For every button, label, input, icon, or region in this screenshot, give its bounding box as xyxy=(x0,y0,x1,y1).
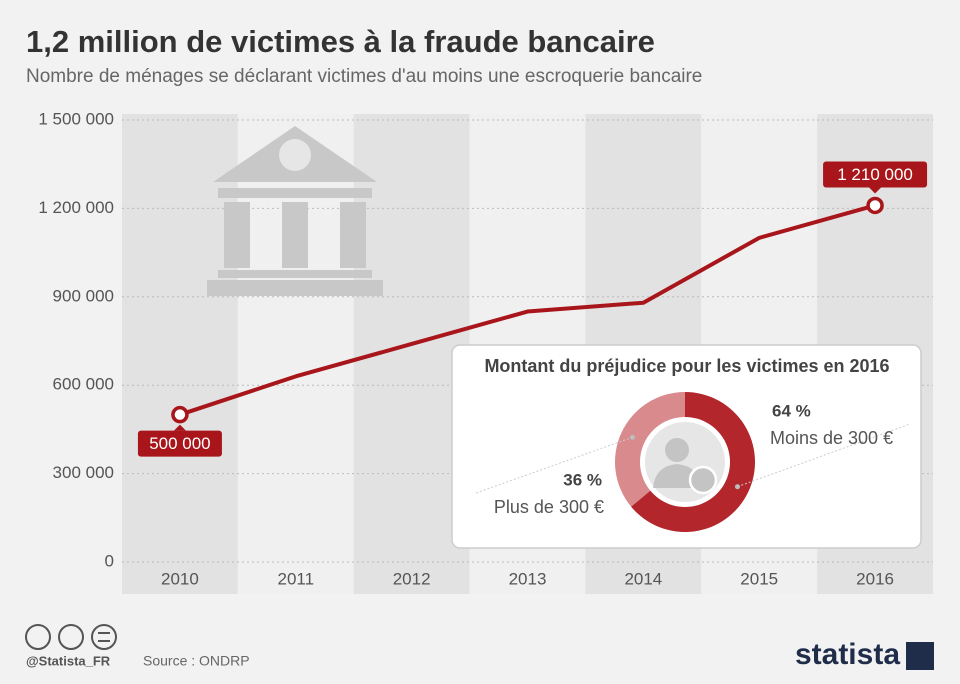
point-marker xyxy=(866,196,884,215)
brand: statista xyxy=(795,638,900,671)
y-tick-label: 1 200 000 xyxy=(38,198,114,217)
base xyxy=(207,280,383,296)
x-tick-label: 2013 xyxy=(509,569,547,588)
column-band xyxy=(237,114,354,594)
slice-value-label: 36 % xyxy=(563,470,602,489)
value-label: 1 210 000 xyxy=(837,165,913,184)
point-marker xyxy=(171,405,189,424)
value-label-box xyxy=(823,161,928,188)
euro-coin xyxy=(688,465,718,495)
y-tick-label: 300 000 xyxy=(53,463,114,482)
y-tick-label: 0 xyxy=(105,551,114,570)
inset-title: Montant du préjudice pour les victimes e… xyxy=(484,356,889,376)
handle: @Statista_FR xyxy=(26,653,111,668)
y-tick-label: 600 000 xyxy=(53,375,114,394)
base xyxy=(218,270,372,278)
slice-category-label: Moins de 300 € xyxy=(770,428,893,448)
x-tick-label: 2014 xyxy=(624,569,662,588)
euro-disc xyxy=(279,139,311,171)
brand-mark xyxy=(906,642,934,670)
slice-value-label: 64 % xyxy=(772,401,811,420)
leader-line xyxy=(737,423,911,488)
donut-slice xyxy=(631,392,755,532)
x-tick-label: 2015 xyxy=(740,569,778,588)
x-tick-label: 2010 xyxy=(161,569,199,588)
source: Source : ONDRP xyxy=(143,653,250,669)
data-line xyxy=(179,203,876,417)
y-tick-label: 1 500 000 xyxy=(38,109,114,128)
beam xyxy=(218,188,372,198)
donut-slice xyxy=(615,392,685,507)
pillar xyxy=(282,202,308,268)
x-tick-label: 2012 xyxy=(393,569,431,588)
value-label-box xyxy=(137,430,222,457)
value-label-pointer xyxy=(869,187,882,194)
nd-icon xyxy=(91,624,117,650)
x-tick-label: 2016 xyxy=(856,569,894,588)
x-tick-label: 2011 xyxy=(278,569,315,588)
license-icons xyxy=(25,624,117,650)
column-band xyxy=(122,114,238,594)
by-icon xyxy=(58,624,84,650)
chart-title: 1,2 million de victimes à la fraude banc… xyxy=(26,24,655,59)
value-label-pointer xyxy=(173,424,186,431)
pillar xyxy=(340,202,366,268)
pillar xyxy=(224,202,250,268)
y-tick-label: 900 000 xyxy=(53,286,114,305)
person-head xyxy=(665,438,689,462)
slice-category-label: Plus de 300 € xyxy=(494,497,604,517)
value-label: 500 000 xyxy=(149,434,210,453)
chart-subtitle: Nombre de ménages se déclarant victimes … xyxy=(26,66,702,87)
cc-icon xyxy=(25,624,51,650)
bank-icon xyxy=(207,126,383,296)
